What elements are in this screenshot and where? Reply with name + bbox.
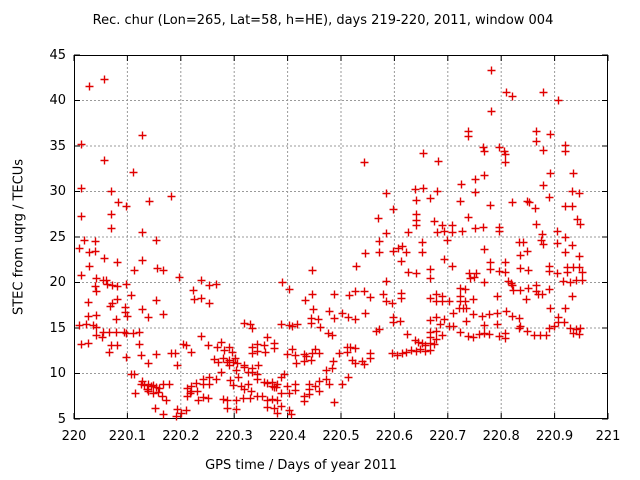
- x-tick-label: 220.6: [375, 429, 413, 444]
- x-tick-label: 220.8: [482, 429, 520, 444]
- y-tick-label: 15: [49, 320, 66, 336]
- y-tick-label: 40: [49, 93, 66, 108]
- x-tick-label: 220: [61, 429, 87, 444]
- x-tick-label: 220.7: [429, 429, 467, 444]
- x-tick-label: 220.5: [322, 429, 360, 444]
- y-tick-label: 5: [57, 411, 66, 427]
- y-tick-label: 45: [49, 47, 66, 63]
- x-tick-label: 220.9: [535, 429, 574, 444]
- y-tick-label: 35: [49, 138, 66, 154]
- x-axis-label: GPS time / Days of year 2011: [205, 458, 397, 473]
- y-tick-label: 10: [49, 366, 66, 381]
- x-tick-label: 220.2: [162, 429, 200, 444]
- axes-frame-and-ticks: [73, 54, 609, 420]
- x-tick-label: 220.3: [215, 429, 253, 444]
- y-tick-label: 25: [49, 229, 66, 245]
- y-tick-label: 20: [49, 275, 66, 290]
- chart-title: Rec. chur (Lon=265, Lat=58, h=HE), days …: [92, 13, 554, 28]
- x-tick-label: 220.1: [108, 429, 146, 444]
- grid-lines: [74, 55, 608, 419]
- x-tick-label: 220.4: [268, 429, 307, 444]
- y-tick-label: 30: [49, 184, 66, 199]
- x-tick-label: 221: [595, 429, 621, 444]
- scatter-points: [75, 66, 587, 421]
